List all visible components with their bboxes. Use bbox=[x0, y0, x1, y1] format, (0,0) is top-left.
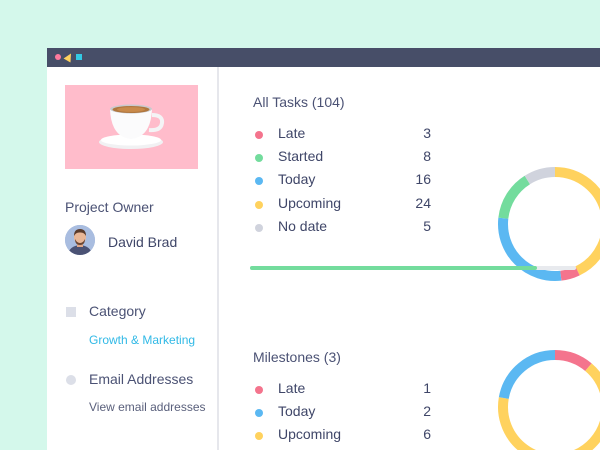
project-owner-label: Project Owner bbox=[65, 199, 154, 215]
category-label: Category bbox=[89, 303, 146, 319]
tasks-donut-segment-started[interactable] bbox=[498, 175, 531, 219]
milestone-status-count: 1 bbox=[423, 380, 431, 396]
task-status-label: Today bbox=[278, 171, 316, 187]
task-status-label: Late bbox=[278, 125, 306, 141]
tasks-donut-segment-late[interactable] bbox=[560, 266, 580, 281]
today-status-dot bbox=[255, 177, 263, 185]
tasks-donut-segment-upcoming[interactable] bbox=[554, 167, 600, 276]
tasks-donut-segment-no-date[interactable] bbox=[524, 167, 556, 185]
project-sidebar: Project Owner David Brad Category Growth… bbox=[47, 67, 219, 450]
milestone-status-row-late[interactable]: Late 1 bbox=[253, 380, 431, 400]
email-addresses-label: Email Addresses bbox=[89, 371, 194, 387]
coffee-cup-icon bbox=[99, 104, 165, 149]
email-icon bbox=[66, 375, 76, 385]
task-status-row-upcoming[interactable]: Upcoming 24 bbox=[253, 195, 431, 215]
milestone-status-count: 2 bbox=[423, 403, 431, 419]
milestone-status-label: Late bbox=[278, 380, 306, 396]
task-status-count: 5 bbox=[423, 218, 431, 234]
milestone-status-row-upcoming[interactable]: Upcoming 6 bbox=[253, 426, 431, 446]
milestones-donut-segment-late[interactable] bbox=[554, 350, 592, 372]
stats-panel: All Tasks (104) Late 3 Started 8 Today 1… bbox=[219, 67, 600, 450]
task-status-label: Upcoming bbox=[278, 195, 342, 211]
tasks-donut-segment-today[interactable] bbox=[498, 217, 562, 281]
milestone-status-label: Today bbox=[278, 403, 316, 419]
task-status-row-late[interactable]: Late 3 bbox=[253, 125, 431, 145]
triangle-icon bbox=[63, 51, 75, 63]
person-avatar-icon bbox=[65, 225, 95, 255]
view-email-addresses-link[interactable]: View email addresses bbox=[89, 400, 206, 414]
milestones-title: Milestones (3) bbox=[253, 349, 341, 365]
late-status-dot bbox=[255, 131, 263, 139]
tasks-progress-fill bbox=[250, 266, 537, 270]
milestone-status-count: 6 bbox=[423, 426, 431, 442]
milestones-donut-segment-today[interactable] bbox=[498, 350, 556, 400]
task-status-count: 16 bbox=[415, 171, 431, 187]
project-cover-image[interactable] bbox=[65, 85, 198, 169]
upcoming-status-dot bbox=[255, 201, 263, 209]
upcoming-status-dot bbox=[255, 432, 263, 440]
tasks-progress-bar bbox=[250, 266, 576, 270]
title-bar bbox=[47, 48, 600, 67]
task-status-count: 24 bbox=[415, 195, 431, 211]
task-status-label: Started bbox=[278, 148, 324, 164]
owner-name[interactable]: David Brad bbox=[108, 234, 178, 250]
task-status-count: 8 bbox=[423, 148, 431, 164]
today-status-dot bbox=[255, 409, 263, 417]
app-window: Project Owner David Brad Category Growth… bbox=[47, 48, 600, 450]
milestone-status-label: Upcoming bbox=[278, 426, 342, 442]
task-status-row-no-date[interactable]: No date 5 bbox=[253, 218, 431, 238]
tasks-donut-chart[interactable] bbox=[497, 166, 600, 282]
task-status-label: No date bbox=[278, 218, 328, 234]
category-value-link[interactable]: Growth & Marketing bbox=[89, 333, 196, 347]
square-icon bbox=[76, 54, 82, 60]
late-status-dot bbox=[255, 386, 263, 394]
milestone-status-row-today[interactable]: Today 2 bbox=[253, 403, 431, 423]
owner-avatar[interactable] bbox=[65, 225, 95, 255]
milestones-donut-chart[interactable] bbox=[497, 349, 600, 450]
category-icon bbox=[66, 307, 76, 317]
task-status-count: 3 bbox=[423, 125, 431, 141]
no-date-status-dot bbox=[255, 224, 263, 232]
all-tasks-title: All Tasks (104) bbox=[253, 94, 345, 110]
circle-icon bbox=[55, 54, 61, 60]
task-status-row-today[interactable]: Today 16 bbox=[253, 171, 431, 191]
milestones-donut-segment-upcoming[interactable] bbox=[498, 363, 600, 450]
started-status-dot bbox=[255, 154, 263, 162]
task-status-row-started[interactable]: Started 8 bbox=[253, 148, 431, 168]
